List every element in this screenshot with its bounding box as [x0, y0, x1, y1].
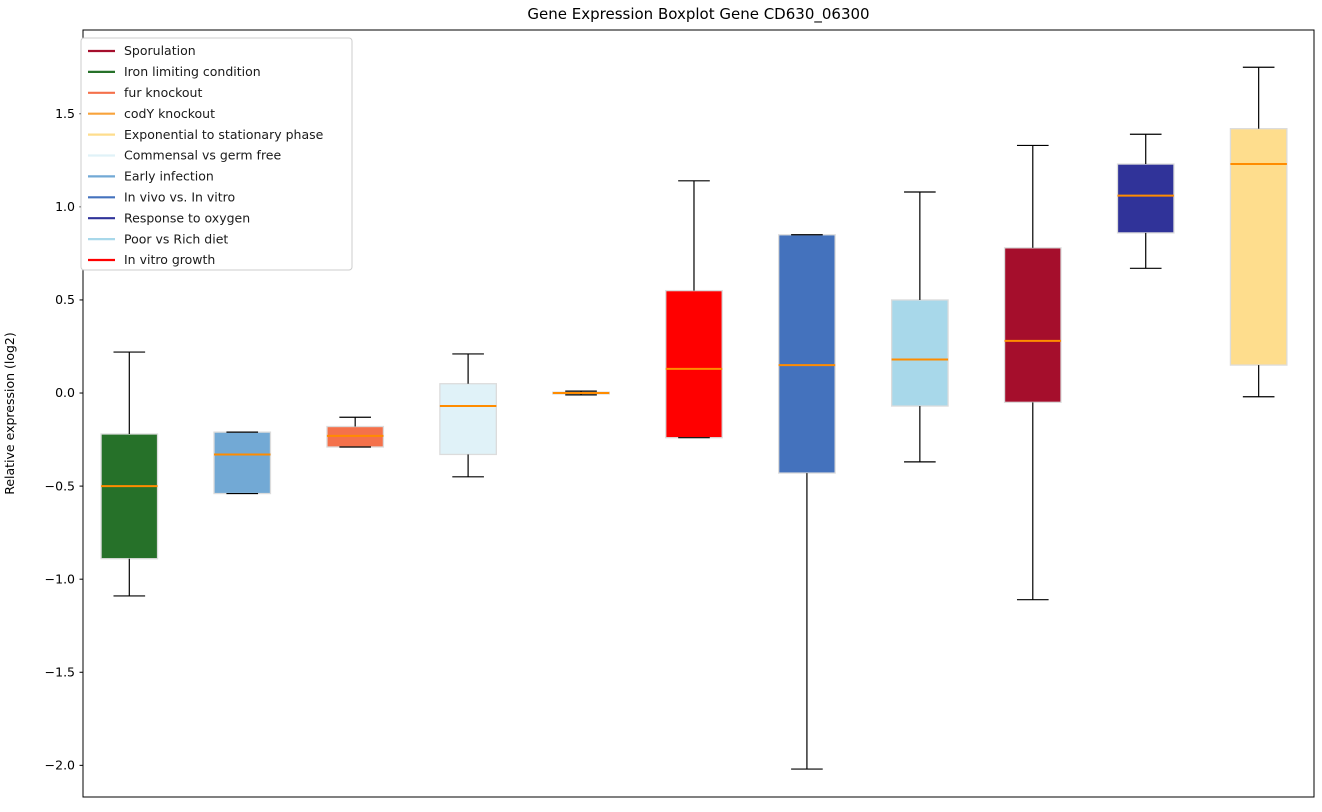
legend-label-early-infection: Early infection — [124, 169, 214, 184]
box-response-to-oxygen — [1116, 163, 1175, 234]
legend-label-in-vitro-growth: In vitro growth — [124, 252, 215, 267]
box-iron-limiting-condition — [100, 433, 159, 560]
y-tick-label: −0.5 — [45, 478, 75, 493]
y-tick-label: 1.0 — [55, 199, 75, 214]
legend-label-response-to-oxygen: Response to oxygen — [124, 210, 250, 225]
legend-label-iron-limiting-condition: Iron limiting condition — [124, 64, 261, 79]
axes-frame — [82, 29, 1315, 798]
y-tick-label: −2.0 — [45, 758, 75, 773]
box-sporulation — [1003, 247, 1062, 403]
legend-label-sporulation: Sporulation — [124, 43, 196, 58]
y-tick-label: 0.0 — [55, 385, 75, 400]
box-exponential-to-stationary-phase — [1229, 128, 1288, 366]
y-tick-label: 1.5 — [55, 106, 75, 121]
legend-label-exponential-to-stationary-phase: Exponential to stationary phase — [124, 127, 324, 142]
box-in-vivo-vs-in-vitro — [778, 234, 836, 474]
chart-title: Gene Expression Boxplot Gene CD630_06300 — [527, 5, 870, 23]
box-poor-vs-rich-diet — [890, 299, 949, 407]
y-tick-label: 0.5 — [55, 292, 75, 307]
legend-label-poor-vs-rich-diet: Poor vs Rich diet — [124, 231, 228, 246]
legend-label-fur-knockout: fur knockout — [124, 85, 202, 100]
y-tick-label: −1.0 — [45, 571, 75, 586]
box-commensal-vs-germ-free — [439, 383, 497, 456]
legend-box — [80, 37, 353, 271]
legend-label-in-vivo-vs-in-vitro: In vivo vs. In vitro — [124, 190, 235, 205]
box-early-infection — [213, 431, 272, 495]
y-axis-label: Relative expression (log2) — [2, 332, 17, 495]
legend-label-commensal-vs-germ-free: Commensal vs germ free — [124, 148, 281, 163]
legend-label-cody-knockout: codY knockout — [124, 106, 215, 121]
box-in-vitro-growth — [665, 289, 723, 439]
y-tick-label: −1.5 — [45, 664, 75, 679]
